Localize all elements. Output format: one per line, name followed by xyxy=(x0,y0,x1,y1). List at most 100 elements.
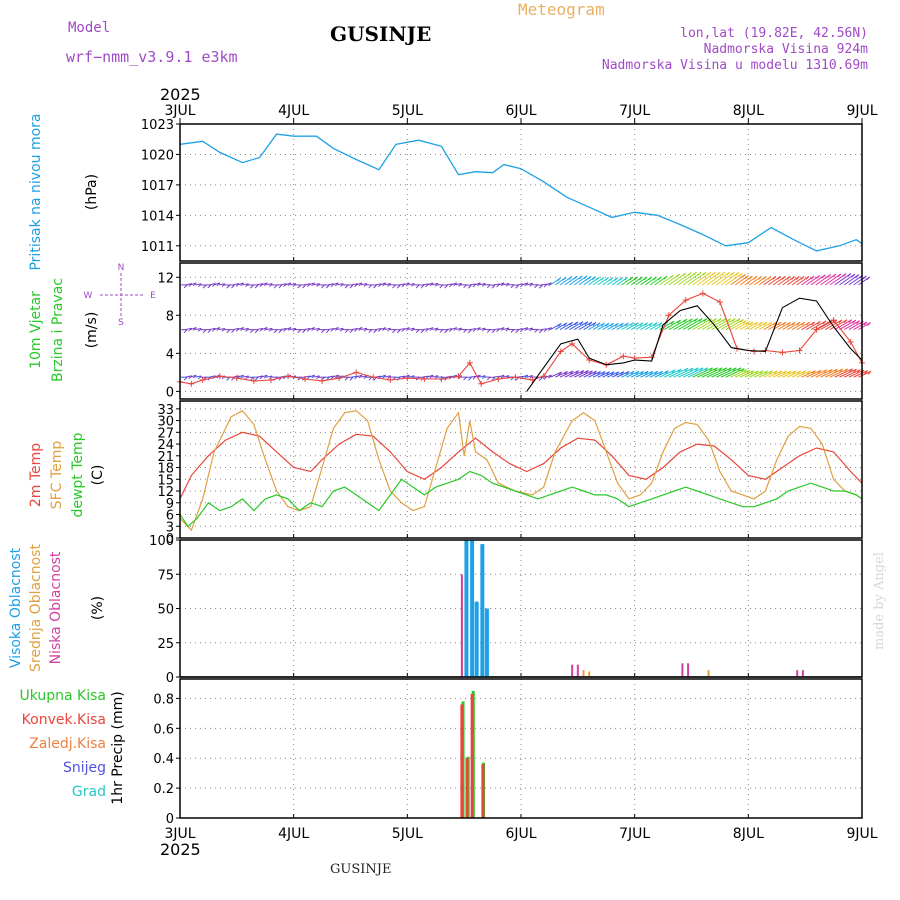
wind-barb xyxy=(711,367,732,378)
wind-barb-tip xyxy=(410,283,415,287)
wind-barb-tip xyxy=(579,321,584,326)
wind-barb-tip xyxy=(736,318,741,322)
wind-barb-tip xyxy=(321,284,325,289)
y-tick-label: 15 xyxy=(157,473,174,488)
temp-2m-title: 2m Temp xyxy=(28,443,44,507)
wind-barb xyxy=(446,375,453,378)
wind-barb xyxy=(763,321,777,331)
wind-barb-tip xyxy=(639,322,644,327)
wind-barb xyxy=(517,375,524,378)
wind-barb xyxy=(678,271,697,286)
wind-barb-tip xyxy=(847,273,852,277)
wind-barb-tip xyxy=(716,271,721,276)
wind-barb xyxy=(649,322,663,331)
wind-barb xyxy=(384,327,391,331)
wind-barb-tip xyxy=(467,329,472,334)
wind-barb-tip xyxy=(800,276,805,280)
wind-barb xyxy=(706,318,727,331)
wind-barb-tip xyxy=(718,367,723,372)
wind-barb xyxy=(432,327,439,331)
wind-barb xyxy=(815,368,833,378)
wind-barb-tip xyxy=(254,284,259,289)
wind-barb-tip xyxy=(644,371,649,375)
wind-barb xyxy=(611,371,625,378)
wind-barb xyxy=(280,283,287,286)
wind-barb xyxy=(327,375,334,378)
wind-barb xyxy=(597,371,610,378)
wind-barb-tip xyxy=(792,370,797,375)
wind-barb-tip xyxy=(600,277,605,281)
wind-barb xyxy=(673,318,693,331)
wind-barb xyxy=(730,274,746,286)
wind-barb-tip xyxy=(311,327,316,331)
date-label-top: 4JUL xyxy=(278,103,309,119)
wind-barb-tip xyxy=(684,367,689,372)
y-tick-label: 0.4 xyxy=(153,752,174,767)
wind-barb-tip xyxy=(368,329,373,334)
wind-barb xyxy=(592,371,606,378)
wind-barb-tip xyxy=(207,329,212,334)
wind-barb xyxy=(659,369,676,378)
cloud-mid-bar xyxy=(582,670,585,677)
wind-barb-tip xyxy=(382,374,387,379)
wind-barb-tip xyxy=(848,319,853,324)
wind-barb-tip xyxy=(709,367,713,372)
wind-barb xyxy=(801,370,816,378)
wind-barb-tip xyxy=(245,375,249,380)
wind-barb-tip xyxy=(834,368,838,373)
wind-barb xyxy=(716,318,736,331)
wind-barb xyxy=(313,375,320,378)
wind-barb-tip xyxy=(311,282,316,287)
wind-barb-tip xyxy=(358,282,363,287)
wind-barb-tip xyxy=(605,322,610,327)
wind-barb-tip xyxy=(670,320,675,325)
wind-barb-tip xyxy=(368,376,373,381)
y-tick-label: 3 xyxy=(166,520,174,535)
wind-barb-tip xyxy=(334,374,339,379)
wind-barb-tip xyxy=(334,327,339,331)
wind-barb-tip xyxy=(749,321,754,326)
wind-barb-tip xyxy=(630,322,634,327)
wind-barb-tip xyxy=(806,321,811,326)
wind-barb xyxy=(787,370,801,378)
wind-barb xyxy=(645,370,658,378)
wind-barb-tip xyxy=(764,370,768,375)
wind-barb xyxy=(209,283,216,286)
wind-barb-tip xyxy=(500,282,505,287)
wind-barb-tip xyxy=(728,367,732,372)
wind-barb xyxy=(384,375,391,378)
wind-barb xyxy=(796,321,810,331)
wind-barb-tip xyxy=(197,375,202,380)
wind-barb-tip xyxy=(587,275,592,280)
wind-barb-tip xyxy=(687,272,692,276)
wind-barb xyxy=(725,272,743,286)
wind-barb-tip xyxy=(683,318,688,323)
wind-barb-tip xyxy=(585,370,589,374)
wind-barb-tip xyxy=(864,370,868,374)
wind-barb-tip xyxy=(678,368,682,373)
wind-barb xyxy=(853,321,868,331)
wind-barb-tip xyxy=(863,321,868,326)
wind-barb-tip xyxy=(273,284,278,289)
wind-barb-tip xyxy=(349,377,354,381)
wind-barb-tip xyxy=(363,375,368,380)
date-label-bottom: 6JUL xyxy=(505,826,536,842)
wind-barb xyxy=(791,370,806,378)
wind-barb xyxy=(834,273,852,286)
wind-barb xyxy=(313,327,320,331)
legend-snow: Snijeg xyxy=(63,760,106,776)
wind-barb-tip xyxy=(524,374,529,379)
wind-barb xyxy=(432,375,439,378)
wind-barb-tip xyxy=(183,284,188,289)
wind-barb xyxy=(588,322,601,331)
wind-barb xyxy=(843,274,859,286)
wind-barb-tip xyxy=(212,327,216,332)
wind-barb xyxy=(716,367,737,378)
wind-barb-tip xyxy=(745,321,750,325)
wind-barb-tip xyxy=(392,329,396,333)
y-tick-label: 25 xyxy=(157,637,174,652)
wind-barb xyxy=(616,371,630,378)
wind-barb xyxy=(578,321,593,331)
wind-barb-tip xyxy=(297,329,302,334)
wind-barb xyxy=(398,283,405,286)
